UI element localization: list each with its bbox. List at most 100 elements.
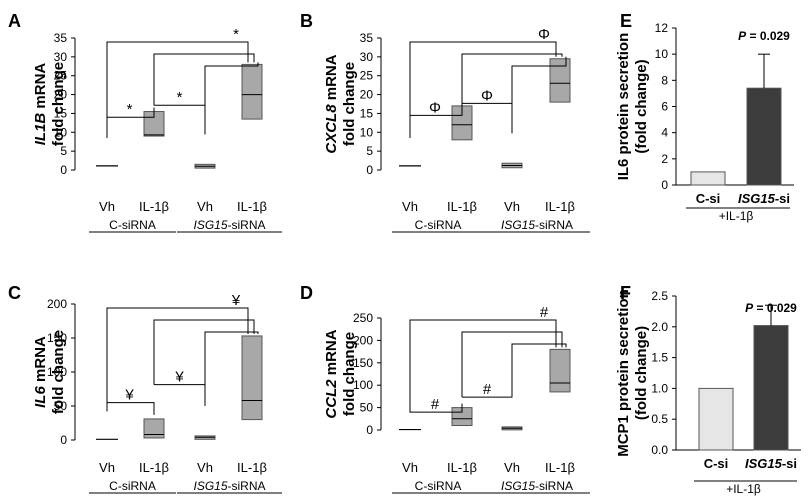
y-tick-label: 30 bbox=[360, 50, 374, 64]
x-category-label: IL-1β bbox=[139, 199, 169, 214]
y-tick-label: 2.0 bbox=[651, 320, 668, 334]
group-label: C-siRNA bbox=[415, 218, 462, 232]
y-tick-label: 50 bbox=[360, 401, 374, 415]
y-tick-label: 150 bbox=[353, 356, 373, 370]
group-label: +IL-1β bbox=[726, 482, 761, 496]
group-label-gene: ISG15 bbox=[501, 479, 535, 493]
sig-bracket bbox=[511, 343, 567, 397]
y-tick-label: 35 bbox=[54, 31, 68, 45]
x-category-text: -si bbox=[775, 191, 790, 206]
sig-symbol: # bbox=[540, 304, 549, 321]
y-axis-label: IL6 protein secretion bbox=[615, 33, 632, 181]
y-axis-label-gene: CCL2 bbox=[323, 379, 340, 419]
x-category-label: Vh bbox=[197, 460, 213, 475]
panel-label: D bbox=[300, 283, 313, 303]
x-category-label: Vh bbox=[197, 199, 213, 214]
y-axis-label-line2: fold change bbox=[341, 332, 358, 416]
bar bbox=[690, 171, 726, 186]
box bbox=[549, 348, 571, 393]
y-axis-label: IL6 mRNA bbox=[32, 336, 49, 408]
y-tick-label: 15 bbox=[360, 106, 374, 120]
y-tick-label: 150 bbox=[47, 331, 67, 345]
y-tick-label: 15 bbox=[54, 106, 68, 120]
y-tick-label: 20 bbox=[360, 88, 374, 102]
sig-bracket bbox=[409, 41, 557, 138]
y-tick-label: 0 bbox=[60, 433, 67, 447]
panel-label: F bbox=[620, 283, 631, 303]
y-axis-label-gene: CXCL8 bbox=[323, 104, 340, 154]
y-tick-label: 0.0 bbox=[651, 443, 668, 457]
group-label-text: -siRNA bbox=[535, 218, 573, 232]
panel-label: B bbox=[300, 11, 313, 31]
group-label: C-siRNA bbox=[109, 218, 156, 232]
bar bbox=[698, 387, 734, 451]
y-tick-label: 1.0 bbox=[651, 381, 668, 395]
panel-label: E bbox=[620, 11, 632, 31]
group-label-text: -siRNA bbox=[228, 479, 266, 493]
sig-bracket bbox=[461, 331, 563, 398]
p-value: P = 0.029 bbox=[745, 301, 797, 315]
sig-symbol: ¥ bbox=[174, 369, 184, 386]
sig-bracket bbox=[153, 319, 255, 385]
y-tick-label: 2 bbox=[661, 152, 668, 166]
x-category-text: C-si bbox=[704, 456, 729, 471]
sig-symbol: * bbox=[177, 89, 183, 106]
y-tick-label: 5 bbox=[366, 144, 373, 158]
y-tick-label: 50 bbox=[54, 399, 68, 413]
sig-bracket bbox=[409, 319, 557, 402]
y-tick-label: 25 bbox=[360, 69, 374, 83]
y-axis-label: MCP1 protein secretion bbox=[615, 289, 632, 457]
y-axis-label-rest: mRNA bbox=[32, 336, 49, 386]
y-tick-label: 0.5 bbox=[651, 412, 668, 426]
y-tick-label: 35 bbox=[360, 31, 374, 45]
p-value: P = 0.029 bbox=[738, 29, 790, 43]
x-category-text: -si bbox=[782, 456, 797, 471]
x-category-text: C-si bbox=[696, 191, 721, 206]
x-category-label: Vh bbox=[504, 460, 520, 475]
sig-bracket bbox=[154, 384, 206, 406]
sig-symbol: ¥ bbox=[124, 387, 134, 404]
y-tick-label: 4 bbox=[661, 126, 668, 140]
bar bbox=[753, 325, 789, 451]
y-tick-label: 10 bbox=[655, 47, 669, 61]
y-tick-label: 12 bbox=[655, 21, 669, 35]
x-category-label: C-si bbox=[696, 191, 721, 206]
y-tick-label: 30 bbox=[54, 50, 68, 64]
x-category-label: Vh bbox=[99, 460, 115, 475]
panel-label: A bbox=[8, 11, 21, 31]
x-category-label: C-si bbox=[704, 456, 729, 471]
box bbox=[241, 335, 263, 421]
box bbox=[549, 58, 571, 103]
x-category-gene: ISG15 bbox=[745, 456, 783, 471]
y-tick-label: 100 bbox=[353, 378, 373, 392]
y-axis-label-line2: fold change bbox=[341, 62, 358, 146]
panel-label: C bbox=[8, 283, 21, 303]
y-tick-label: 0 bbox=[661, 178, 668, 192]
box bbox=[143, 418, 165, 439]
y-axis-label-line2: fold change bbox=[50, 62, 67, 146]
y-tick-label: 2.5 bbox=[651, 289, 668, 303]
p-value-symbol: P bbox=[745, 301, 754, 315]
group-label: C-siRNA bbox=[415, 479, 462, 493]
x-category-label: IL-1β bbox=[447, 199, 477, 214]
group-label: C-siRNA bbox=[109, 479, 156, 493]
y-tick-label: 200 bbox=[47, 297, 67, 311]
sig-bracket bbox=[511, 56, 567, 134]
y-axis-label-line2: (fold change) bbox=[633, 326, 650, 420]
y-axis-label-line2: fold change bbox=[50, 330, 67, 414]
y-tick-label: 20 bbox=[54, 88, 68, 102]
bar bbox=[746, 87, 782, 186]
sig-symbol: Φ bbox=[429, 99, 441, 116]
y-axis-label: CCL2 mRNA bbox=[323, 329, 340, 418]
group-label-text: -siRNA bbox=[535, 479, 573, 493]
y-tick-label: 1.5 bbox=[651, 351, 668, 365]
x-category-label: Vh bbox=[402, 460, 418, 475]
y-tick-label: 0 bbox=[60, 163, 67, 177]
x-category-gene: ISG15 bbox=[738, 191, 776, 206]
x-category-label: Vh bbox=[402, 199, 418, 214]
sig-bracket bbox=[461, 53, 563, 104]
y-axis-label-gene: IL6 bbox=[32, 386, 49, 408]
y-tick-label: 6 bbox=[661, 100, 668, 114]
group-label-gene: ISG15 bbox=[501, 218, 535, 232]
